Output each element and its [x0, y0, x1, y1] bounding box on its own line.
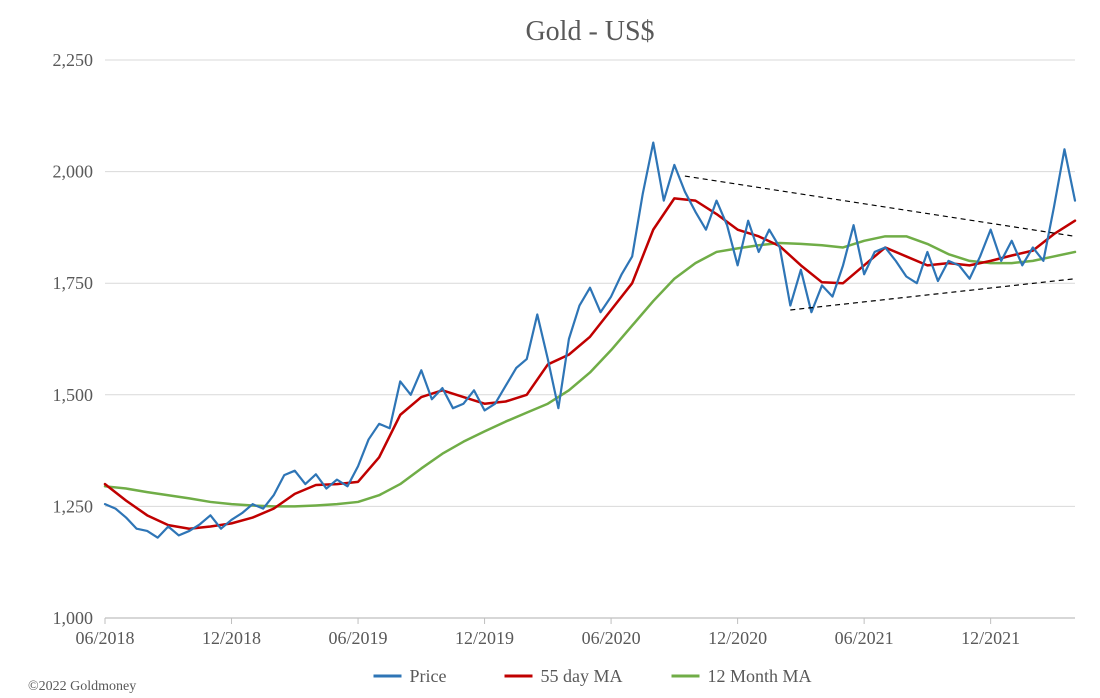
- y-tick-label: 2,000: [53, 162, 94, 182]
- x-tick-label: 12/2021: [961, 628, 1020, 648]
- x-tick-label: 12/2020: [708, 628, 767, 648]
- legend-label: 55 day MA: [541, 666, 623, 686]
- chart-bg: [0, 0, 1100, 698]
- y-tick-label: 1,750: [53, 273, 94, 293]
- legend-label: Price: [410, 666, 447, 686]
- y-tick-label: 1,250: [53, 496, 94, 516]
- copyright-text: ©2022 Goldmoney: [28, 679, 136, 694]
- chart-canvas: Gold - US$ 1,000 1,250 1,500 1,750 2,000 2,250…: [0, 0, 1100, 698]
- y-tick-label: 1,500: [53, 385, 94, 405]
- x-tick-label: 06/2021: [835, 628, 894, 648]
- x-tick-label: 06/2020: [582, 628, 641, 648]
- x-tick-label: 06/2018: [75, 628, 134, 648]
- chart-title: Gold - US$: [525, 16, 654, 47]
- gold-price-chart: Gold - US$ 1,000 1,250 1,500 1,750 2,000 2,250…: [0, 0, 1100, 698]
- x-tick-label: 06/2019: [329, 628, 388, 648]
- x-tick-label: 12/2018: [202, 628, 261, 648]
- legend-label: 12 Month MA: [708, 666, 812, 686]
- y-tick-label: 1,000: [53, 608, 94, 628]
- y-tick-label: 2,250: [53, 50, 94, 70]
- x-tick-label: 12/2019: [455, 628, 514, 648]
